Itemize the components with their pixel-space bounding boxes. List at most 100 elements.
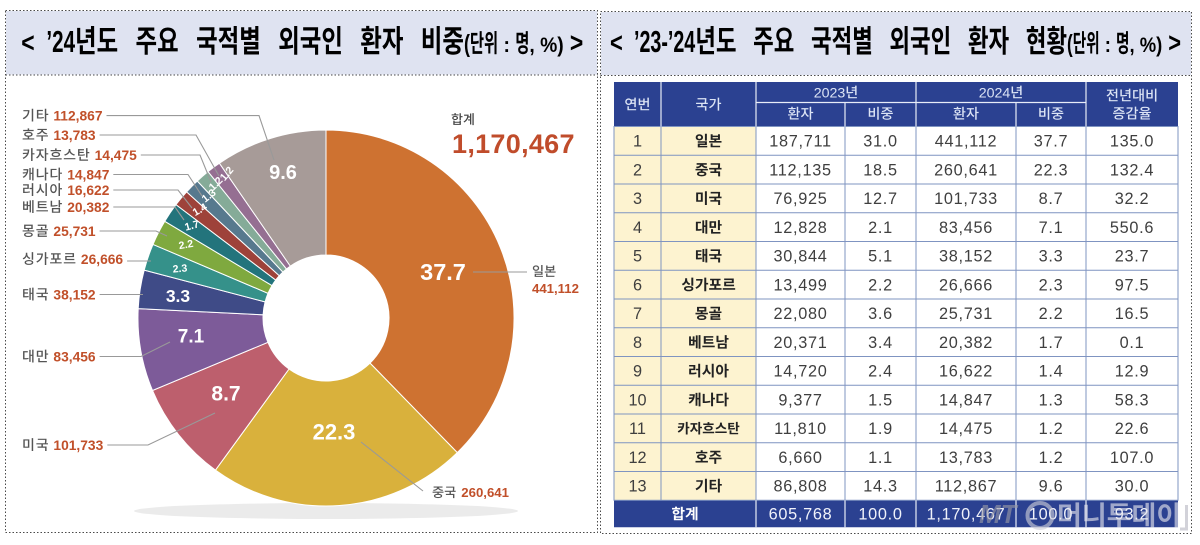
svg-text:2.4: 2.4 [868, 363, 893, 381]
svg-text:3.4: 3.4 [868, 334, 893, 352]
svg-text:112,867: 112,867 [53, 108, 102, 123]
svg-text:3.6: 3.6 [868, 305, 893, 323]
svg-text:22.3: 22.3 [1034, 161, 1069, 179]
svg-text:30,844: 30,844 [774, 248, 828, 266]
svg-text:132.4: 132.4 [1110, 161, 1154, 179]
svg-text:7: 7 [633, 305, 642, 323]
svg-text:9.6: 9.6 [1039, 478, 1064, 496]
svg-text:2: 2 [633, 161, 642, 179]
svg-text:260,641: 260,641 [461, 485, 509, 500]
svg-text:1.7: 1.7 [183, 218, 200, 233]
svg-text:86,808: 86,808 [774, 478, 828, 496]
svg-text:101,733: 101,733 [934, 190, 998, 208]
svg-text:22.6: 22.6 [1115, 420, 1150, 438]
svg-text:13,783: 13,783 [939, 449, 993, 467]
svg-text:14,720: 14,720 [774, 363, 828, 381]
svg-text:12: 12 [628, 449, 646, 467]
svg-text:38,152: 38,152 [939, 248, 993, 266]
svg-text:9.6: 9.6 [269, 162, 297, 184]
svg-text:101,733: 101,733 [53, 438, 103, 453]
svg-text:37.7: 37.7 [420, 259, 466, 285]
svg-text:11: 11 [629, 420, 646, 438]
svg-text:550.6: 550.6 [1110, 219, 1154, 237]
svg-text:1.2: 1.2 [1039, 449, 1064, 467]
svg-text:2.3: 2.3 [172, 262, 188, 275]
svg-text:12,828: 12,828 [774, 219, 828, 237]
svg-text:1.2: 1.2 [1039, 420, 1064, 438]
svg-text:1,170,467: 1,170,467 [452, 129, 575, 159]
svg-text:25,731: 25,731 [53, 224, 96, 239]
svg-text:26,666: 26,666 [939, 276, 993, 294]
svg-text:1: 1 [633, 133, 642, 151]
svg-text:2.3: 2.3 [1039, 276, 1064, 294]
svg-text:2023: 2023 [814, 85, 846, 101]
svg-text:13,499: 13,499 [774, 276, 828, 294]
svg-text:16,622: 16,622 [939, 363, 993, 381]
svg-text:8.7: 8.7 [211, 383, 240, 406]
svg-text:22,080: 22,080 [774, 305, 828, 323]
svg-text:14.3: 14.3 [863, 478, 898, 496]
svg-text:14,475: 14,475 [95, 148, 138, 163]
svg-text:8.7: 8.7 [1039, 190, 1064, 208]
svg-text:9: 9 [633, 363, 642, 381]
svg-text:76,925: 76,925 [774, 190, 828, 208]
svg-text:16.5: 16.5 [1115, 305, 1150, 323]
svg-text:37.7: 37.7 [1034, 133, 1069, 151]
svg-text:3.3: 3.3 [1039, 248, 1064, 266]
svg-text:MT: MT [979, 499, 1019, 529]
svg-text:, %): , %) [1130, 34, 1163, 57]
svg-text:14,847: 14,847 [67, 167, 110, 182]
svg-text:’23-’24: ’23-’24 [634, 23, 696, 59]
svg-text:20,382: 20,382 [939, 334, 993, 352]
svg-text:2.2: 2.2 [178, 238, 195, 252]
svg-text:7.1: 7.1 [1039, 219, 1064, 237]
svg-text:83,456: 83,456 [939, 219, 993, 237]
svg-text:, %): , %) [529, 34, 563, 57]
svg-text:9,377: 9,377 [778, 391, 822, 409]
svg-text:38,152: 38,152 [53, 287, 96, 302]
svg-text:1,170,467: 1,170,467 [927, 506, 1006, 524]
svg-text:260,641: 260,641 [934, 161, 998, 179]
svg-text:112,135: 112,135 [769, 161, 832, 179]
svg-text:3.3: 3.3 [166, 286, 191, 306]
svg-text:’24: ’24 [46, 24, 75, 59]
svg-text:32.2: 32.2 [1115, 190, 1150, 208]
svg-text:4: 4 [633, 219, 642, 237]
svg-text:83,456: 83,456 [53, 349, 96, 364]
svg-text:11,810: 11,810 [774, 420, 827, 438]
svg-text:14,847: 14,847 [939, 391, 993, 409]
svg-text:16,622: 16,622 [67, 183, 110, 198]
svg-text:30.0: 30.0 [1115, 478, 1150, 496]
svg-text:20,371: 20,371 [774, 334, 828, 352]
svg-text:187,711: 187,711 [769, 133, 832, 151]
svg-text:26,666: 26,666 [81, 252, 124, 267]
svg-text:10: 10 [628, 391, 646, 409]
svg-text:1.3: 1.3 [1039, 391, 1064, 409]
svg-text:>: > [1168, 27, 1181, 58]
svg-text:112,867: 112,867 [935, 478, 998, 496]
svg-text:6,660: 6,660 [778, 449, 822, 467]
svg-text:31.0: 31.0 [863, 133, 898, 151]
svg-text:(: ( [464, 29, 471, 58]
svg-text:3: 3 [633, 190, 642, 208]
svg-text:58.3: 58.3 [1115, 391, 1150, 409]
svg-text:5.1: 5.1 [868, 248, 893, 266]
svg-text:441,112: 441,112 [532, 281, 579, 296]
svg-text:<: < [610, 27, 623, 58]
svg-text:12.9: 12.9 [1115, 363, 1150, 381]
svg-text:605,768: 605,768 [769, 506, 833, 524]
svg-text:25,731: 25,731 [939, 305, 993, 323]
svg-text:1.4: 1.4 [1039, 363, 1064, 381]
svg-text:5: 5 [633, 248, 642, 266]
svg-text:<: < [21, 28, 34, 59]
svg-text:13,783: 13,783 [53, 128, 96, 143]
svg-text:441,112: 441,112 [935, 133, 998, 151]
svg-text:0.1: 0.1 [1120, 334, 1145, 352]
svg-text:7.1: 7.1 [178, 327, 205, 348]
svg-text::: : [498, 34, 515, 57]
svg-text:18.5: 18.5 [863, 161, 898, 179]
svg-text::: : [1100, 34, 1116, 57]
svg-text:2.2: 2.2 [1039, 305, 1064, 323]
svg-text:107.0: 107.0 [1110, 449, 1154, 467]
svg-text:1.5: 1.5 [868, 391, 893, 409]
